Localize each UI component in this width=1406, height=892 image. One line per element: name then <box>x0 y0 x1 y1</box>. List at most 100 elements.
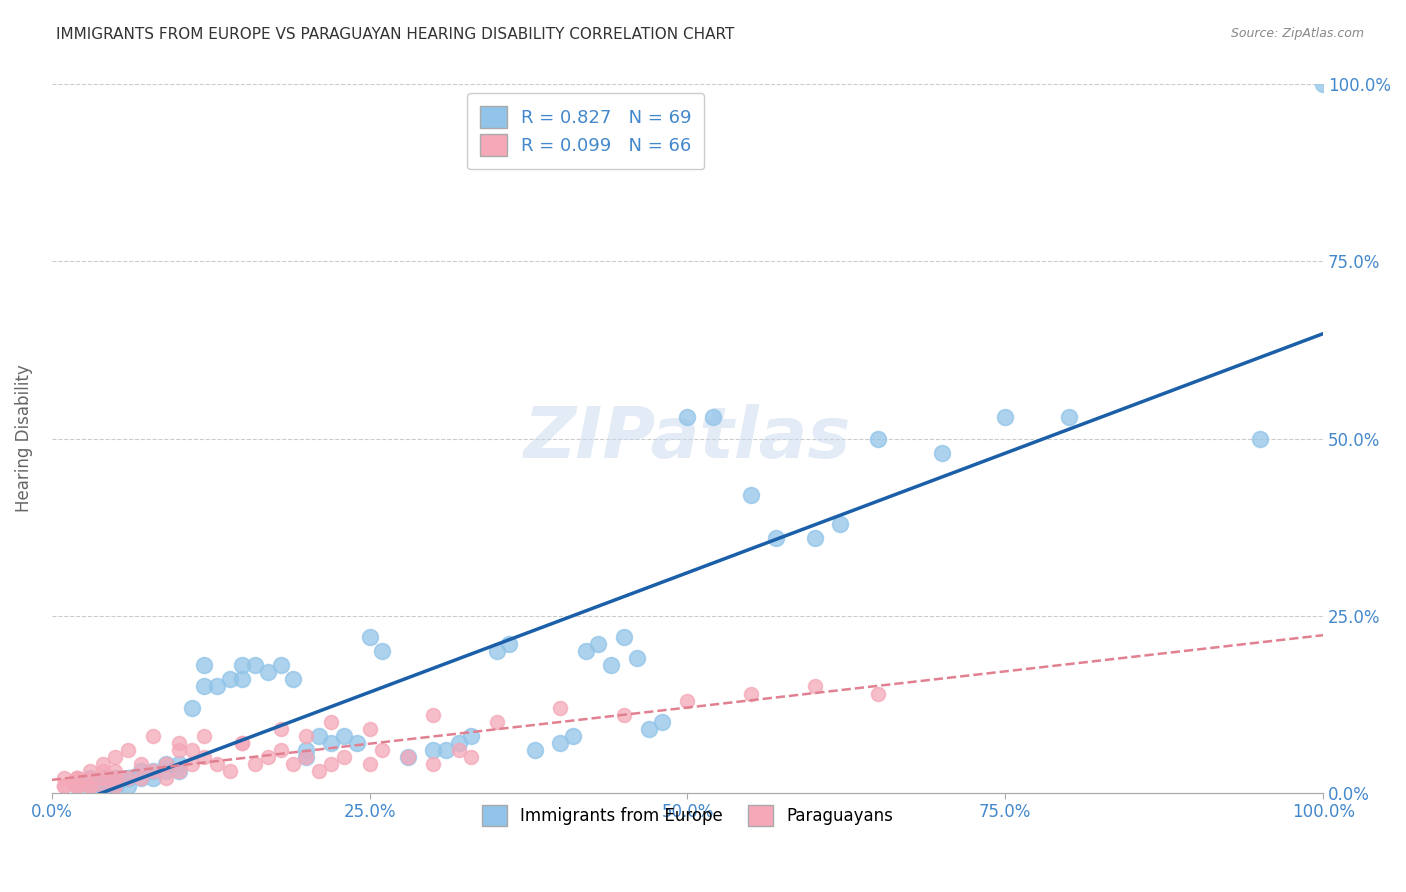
Point <box>651 714 673 729</box>
Point <box>600 658 623 673</box>
Point <box>167 736 190 750</box>
Point <box>231 658 253 673</box>
Point <box>359 722 381 736</box>
Point <box>117 772 139 786</box>
Point <box>422 707 444 722</box>
Point <box>485 714 508 729</box>
Point <box>117 743 139 757</box>
Point <box>422 743 444 757</box>
Point <box>231 736 253 750</box>
Point <box>129 757 152 772</box>
Text: IMMIGRANTS FROM EUROPE VS PARAGUAYAN HEARING DISABILITY CORRELATION CHART: IMMIGRANTS FROM EUROPE VS PARAGUAYAN HEA… <box>56 27 734 42</box>
Point <box>460 729 482 743</box>
Point <box>828 516 851 531</box>
Point <box>104 750 127 764</box>
Point <box>868 432 890 446</box>
Point <box>104 779 127 793</box>
Point <box>155 764 177 779</box>
Point <box>180 743 202 757</box>
Point <box>550 700 572 714</box>
Point <box>550 736 572 750</box>
Point <box>270 658 292 673</box>
Point <box>129 772 152 786</box>
Point <box>702 410 724 425</box>
Point <box>155 772 177 786</box>
Y-axis label: Hearing Disability: Hearing Disability <box>15 365 32 512</box>
Point <box>155 757 177 772</box>
Point <box>231 736 253 750</box>
Point <box>66 779 89 793</box>
Point <box>91 779 114 793</box>
Point <box>868 686 890 700</box>
Point <box>283 757 305 772</box>
Point <box>321 757 343 772</box>
Point <box>613 630 636 644</box>
Point <box>66 772 89 786</box>
Point <box>218 764 240 779</box>
Point <box>79 772 101 786</box>
Point <box>142 764 165 779</box>
Point <box>283 673 305 687</box>
Point <box>91 779 114 793</box>
Point <box>638 722 661 736</box>
Point <box>167 757 190 772</box>
Legend: Immigrants from Europe, Paraguayans: Immigrants from Europe, Paraguayans <box>474 797 901 834</box>
Point <box>129 772 152 786</box>
Point <box>447 736 470 750</box>
Point <box>359 757 381 772</box>
Point <box>371 644 394 658</box>
Point <box>308 729 330 743</box>
Point <box>396 750 419 764</box>
Point <box>613 707 636 722</box>
Point <box>295 729 318 743</box>
Point <box>803 531 825 545</box>
Point <box>257 665 280 680</box>
Point <box>104 772 127 786</box>
Point <box>270 743 292 757</box>
Point <box>765 531 787 545</box>
Point <box>371 743 394 757</box>
Point <box>193 729 215 743</box>
Point <box>142 729 165 743</box>
Point <box>803 680 825 694</box>
Point <box>180 757 202 772</box>
Point <box>91 757 114 772</box>
Point <box>243 658 266 673</box>
Point <box>346 736 368 750</box>
Point <box>53 779 76 793</box>
Point <box>66 772 89 786</box>
Point <box>193 680 215 694</box>
Point <box>155 757 177 772</box>
Point <box>447 743 470 757</box>
Point <box>1249 432 1271 446</box>
Point <box>91 779 114 793</box>
Point <box>193 750 215 764</box>
Point <box>626 651 648 665</box>
Point <box>117 779 139 793</box>
Point <box>167 764 190 779</box>
Point <box>1312 78 1334 92</box>
Point <box>205 757 228 772</box>
Point <box>396 750 419 764</box>
Point <box>422 757 444 772</box>
Point <box>588 637 610 651</box>
Point <box>321 736 343 750</box>
Point <box>333 729 356 743</box>
Point <box>434 743 457 757</box>
Point <box>994 410 1017 425</box>
Point <box>104 779 127 793</box>
Point <box>523 743 546 757</box>
Point <box>104 779 127 793</box>
Point <box>257 750 280 764</box>
Point <box>66 779 89 793</box>
Point <box>142 764 165 779</box>
Point <box>270 722 292 736</box>
Text: ZIPatlas: ZIPatlas <box>524 404 851 473</box>
Point <box>142 772 165 786</box>
Point <box>79 779 101 793</box>
Point <box>193 658 215 673</box>
Point <box>167 743 190 757</box>
Point <box>308 764 330 779</box>
Point <box>931 446 953 460</box>
Point <box>79 779 101 793</box>
